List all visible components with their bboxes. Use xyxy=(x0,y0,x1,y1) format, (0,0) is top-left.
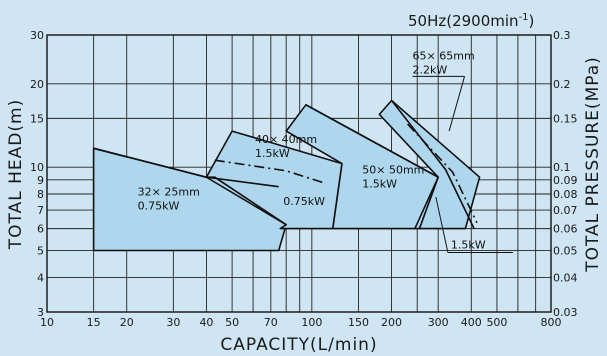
x-tick-label: 50 xyxy=(225,316,239,329)
plot-frame xyxy=(46,34,552,313)
performance-curves xyxy=(93,100,478,229)
y-tick-label: 9 xyxy=(37,174,44,187)
region-40x40mm xyxy=(205,130,343,230)
y2-tick-label: 0.04 xyxy=(553,271,578,284)
y2-tick-label: 0.08 xyxy=(553,188,578,201)
y2-tick-label: 0.1 xyxy=(553,161,571,174)
motor-annotation: 1.5kW xyxy=(451,239,486,252)
frequency-text: 50Hz(2900min xyxy=(408,12,519,30)
y-tick-label: 4 xyxy=(37,271,44,284)
x-tick-label: 30 xyxy=(166,316,180,329)
x-tick-label: 100 xyxy=(301,316,322,329)
x-tick-labels: 10 15 20 30 40 50 70 100 150 200 300 400 500 800 xyxy=(40,316,562,329)
y2-tick-label: 0.06 xyxy=(553,223,578,236)
y2-tick-label: 0.03 xyxy=(553,306,578,319)
leader-line xyxy=(448,76,466,132)
y-tick-label: 30 xyxy=(30,29,44,42)
frequency-superscript: -1 xyxy=(519,12,529,23)
x-tick-label: 40 xyxy=(199,316,213,329)
x-tick-label: 150 xyxy=(348,316,369,329)
leader-lines xyxy=(412,75,513,254)
region-label: 50× 50mm xyxy=(362,163,424,176)
y2-tick-label: 0.2 xyxy=(553,78,571,91)
frequency-close: ) xyxy=(529,12,535,30)
y2-tick-label: 0.3 xyxy=(553,29,571,42)
y-tick-label: 10 xyxy=(30,161,44,174)
curve-40x40-1.5kW xyxy=(214,159,324,184)
y-tick-label: 15 xyxy=(30,112,44,125)
x-tick-label: 300 xyxy=(428,316,449,329)
x-tick-label: 20 xyxy=(120,316,134,329)
x-tick-label: 400 xyxy=(461,316,482,329)
y2-tick-labels: 0.03 0.04 0.05 0.06 0.07 0.080.090.1 0.15 0.2 0.… xyxy=(553,29,578,319)
curve-50x50-vertical xyxy=(414,176,439,229)
y-tick-label: 7 xyxy=(37,204,44,217)
y2-tick-label: 0.15 xyxy=(553,112,578,125)
x-tick-label: 15 xyxy=(87,316,101,329)
region-label: 65× 65mm xyxy=(413,49,475,62)
y-tick-label: 8 xyxy=(37,188,44,201)
y-tick-label: 3 xyxy=(37,306,44,319)
annotation-leader xyxy=(435,196,449,253)
x-tick-label: 10 xyxy=(40,316,54,329)
x-tick-label: 500 xyxy=(486,316,507,329)
region-label: 32× 25mm xyxy=(138,186,200,199)
y2-axis-title: TOTAL PRESSURE(MPa) xyxy=(583,56,603,273)
region-label: 0.75kW xyxy=(283,195,325,208)
y2-tick-label: 0.07 xyxy=(553,204,578,217)
region-label: 1.5kW xyxy=(255,147,290,160)
x-tick-label: 200 xyxy=(381,316,402,329)
y2-tick-label: 0.05 xyxy=(553,245,578,258)
x-axis-title: CAPACITY(L/min) xyxy=(220,335,377,355)
region-label: 1.5kW xyxy=(362,177,397,190)
curve-40x40-0.75kW xyxy=(206,176,279,188)
y-tick-label: 20 xyxy=(30,78,44,91)
y-tick-label: 6 xyxy=(37,223,44,236)
region-label: 0.75kW xyxy=(138,200,180,213)
frequency-label: 50Hz(2900min-1) xyxy=(408,12,534,30)
y-axis-title: TOTAL HEAD(m) xyxy=(6,99,26,250)
region-label: 40× 40mm xyxy=(255,133,317,146)
region-label: 2.2kW xyxy=(413,63,448,76)
y-tick-label: 5 xyxy=(37,245,44,258)
x-tick-label: 800 xyxy=(541,316,562,329)
y2-tick-label: 0.09 xyxy=(553,174,578,187)
curve-50x50-1.5kW xyxy=(305,104,439,178)
x-tick-label: 70 xyxy=(264,316,278,329)
curve-65x65-1.5kW xyxy=(390,100,475,229)
